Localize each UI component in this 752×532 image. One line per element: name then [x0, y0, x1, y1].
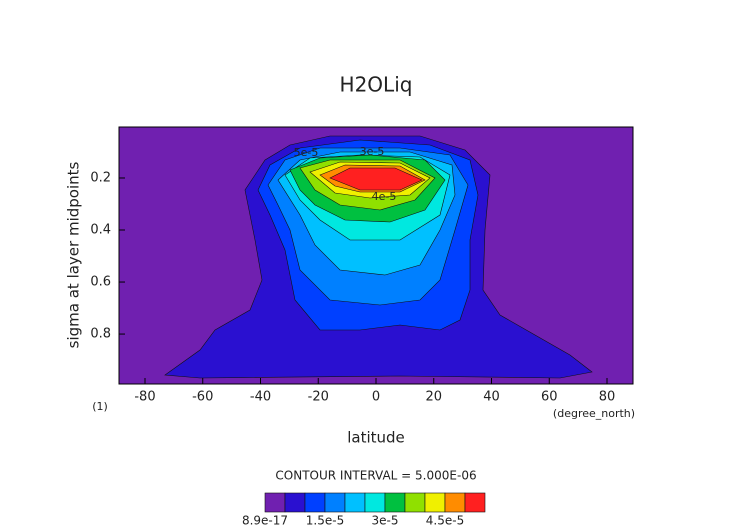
x-tick-label: -60	[192, 390, 213, 405]
x-axis-label: latitude	[347, 429, 405, 447]
y-tick-label: 0.8	[90, 327, 111, 342]
colorbar-swatch	[464, 492, 486, 513]
y-tick-label: 0.4	[90, 223, 111, 238]
contour-label: 3e-5	[360, 145, 385, 158]
contour-band	[329, 167, 423, 191]
colorbar-swatch	[444, 492, 466, 513]
colorbar-swatch	[324, 492, 346, 513]
x-tick-label: -80	[134, 390, 155, 405]
chart-title: H2OLiq	[340, 73, 413, 97]
x-tick-label: 0	[372, 390, 380, 405]
y-axis-label: sigma at layer midpoints	[65, 161, 83, 348]
y-tick-label: 0.6	[90, 275, 111, 290]
x-tick-label: 80	[599, 390, 616, 405]
colorbar-swatch	[384, 492, 406, 513]
colorbar-label: 4.5e-5	[426, 514, 464, 528]
colorbar-swatch	[304, 492, 326, 513]
colorbar-label: 3e-5	[372, 514, 399, 528]
colorbar-swatch	[344, 492, 366, 513]
contour-interval: CONTOUR INTERVAL = 5.000E-06	[275, 469, 476, 483]
colorbar-swatch	[284, 492, 306, 513]
x-units: (degree_north)	[553, 407, 635, 420]
contour-label: 5e-5	[294, 146, 319, 159]
x-tick-label: -40	[250, 390, 271, 405]
y-units: (1)	[92, 400, 108, 413]
colorbar-label: 8.9e-17	[242, 514, 288, 528]
x-tick-label: 40	[483, 390, 500, 405]
colorbar-swatch	[404, 492, 426, 513]
x-tick-label: 20	[425, 390, 442, 405]
x-tick-label: -20	[308, 390, 329, 405]
y-tick-label: 0.2	[90, 170, 111, 185]
x-tick-label: 60	[541, 390, 558, 405]
colorbar-label: 1.5e-5	[306, 514, 344, 528]
colorbar-swatch	[364, 492, 386, 513]
colorbar-swatch	[264, 492, 286, 513]
colorbar-swatch	[424, 492, 446, 513]
contour-label: 4e-5	[372, 190, 397, 203]
